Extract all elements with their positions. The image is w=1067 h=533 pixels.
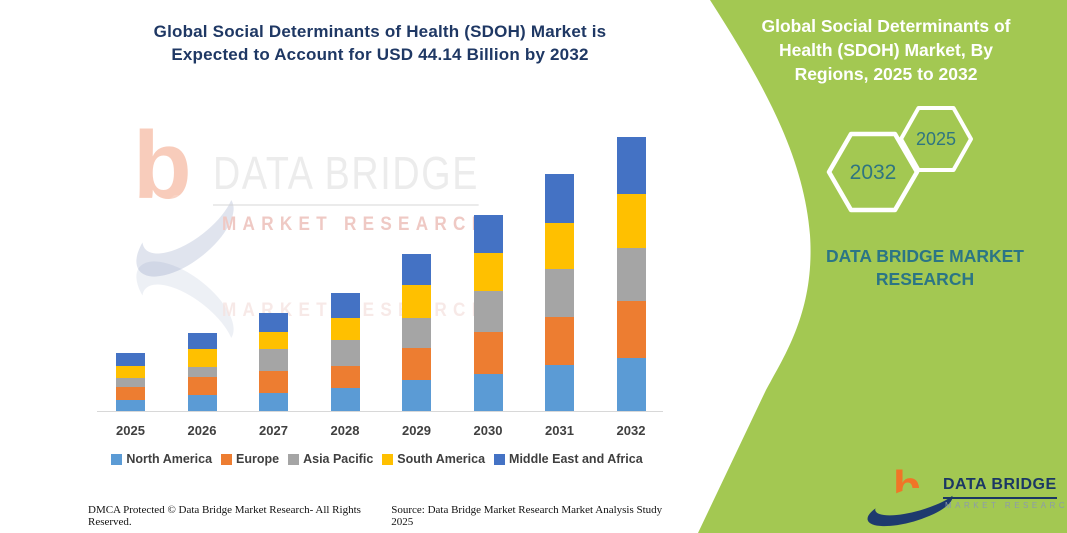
- bar-segment-north-america: [402, 380, 431, 411]
- legend-item-middle-east-and-africa: Middle East and Africa: [494, 452, 643, 466]
- bar-segment-middle-east-and-africa: [402, 254, 431, 286]
- bar-segment-north-america: [187, 395, 217, 411]
- bar-segment-south-america: [402, 285, 431, 318]
- page-title-line2: Expected to Account for USD 44.14 Billio…: [171, 45, 589, 64]
- bar-segment-asia-pacific: [330, 340, 360, 366]
- side-panel-title-line1: Global Social Determinants of: [761, 16, 1011, 36]
- legend-swatch-europe: [221, 453, 233, 465]
- year-label-2030: 2030: [473, 423, 503, 438]
- bar-segment-asia-pacific: [259, 349, 288, 372]
- legend-label-europe: Europe: [236, 452, 280, 466]
- year-label-2025: 2025: [116, 423, 145, 438]
- bar-segment-north-america: [330, 388, 360, 411]
- year-label-2031: 2031: [545, 423, 574, 438]
- page-title-line1: Global Social Determinants of Health (SD…: [153, 22, 607, 41]
- bar-segment-north-america: [116, 400, 145, 411]
- side-panel-brand-line1: DATA BRIDGE MARKET: [826, 246, 1024, 266]
- bar-segment-middle-east-and-africa: [116, 353, 145, 366]
- year-label-2026: 2026: [187, 423, 217, 438]
- bar-segment-europe: [545, 317, 574, 365]
- legend-label-middle-east-and-africa: Middle East and Africa: [509, 452, 643, 466]
- chart-legend: North America Europe Asia Pacific South Ame…: [80, 452, 674, 466]
- bar-segment-south-america: [259, 331, 288, 350]
- legend-item-europe: Europe: [221, 452, 279, 466]
- bar-segment-south-america: [473, 253, 503, 292]
- bar-segment-asia-pacific: [616, 248, 646, 302]
- bar-segment-asia-pacific: [116, 377, 145, 387]
- footer-source-text: Source: Data Bridge Market Research Mark…: [391, 504, 663, 528]
- legend-swatch-south-america: [382, 453, 394, 465]
- bar-segment-europe: [402, 347, 431, 381]
- bar-segment-middle-east-and-africa: [545, 174, 574, 224]
- green-panel-background: [698, 0, 1067, 533]
- bar-segment-europe: [259, 371, 288, 394]
- page-title: Global Social Determinants of Health (SD…: [110, 20, 650, 66]
- bar-segment-asia-pacific: [187, 366, 217, 378]
- bar-segment-europe: [187, 377, 217, 396]
- bar-segment-north-america: [473, 373, 503, 411]
- bar-segment-middle-east-and-africa: [616, 137, 646, 194]
- bar-2026: [187, 332, 217, 411]
- bar-segment-middle-east-and-africa: [187, 332, 217, 350]
- bar-segment-europe: [616, 301, 646, 359]
- side-panel-title-line2: Health (SDOH) Market, By: [779, 40, 993, 60]
- footer: DMCA Protected © Data Bridge Market Rese…: [88, 504, 672, 528]
- hexagon-2025-label: 2025: [915, 129, 957, 149]
- bar-chart-plot-area: [97, 130, 663, 412]
- hexagon-2025-icon: [899, 106, 973, 172]
- bar-segment-europe: [116, 386, 145, 400]
- bar-2031: [545, 174, 574, 411]
- legend-label-north-america: North America: [126, 452, 213, 466]
- legend-label-asia-pacific: Asia Pacific: [303, 452, 374, 466]
- side-panel-title: Global Social Determinants of Health (SD…: [742, 14, 1030, 86]
- legend-swatch-north-america: [111, 453, 123, 465]
- legend-swatch-asia-pacific: [288, 453, 300, 465]
- year-label-2029: 2029: [402, 423, 431, 438]
- databridge-logo: b DATA BRIDGE MARKET RESEARCH: [867, 464, 1067, 527]
- legend-item-north-america: North America: [111, 452, 212, 466]
- bar-segment-asia-pacific: [473, 291, 503, 332]
- hexagon-2032-label: 2032: [849, 161, 897, 184]
- bar-segment-europe: [330, 365, 360, 389]
- year-label-2032: 2032: [616, 423, 646, 438]
- bar-segment-europe: [473, 331, 503, 374]
- year-label-2028: 2028: [330, 423, 360, 438]
- bar-segment-north-america: [545, 364, 574, 411]
- side-panel-title-line3: Regions, 2025 to 2032: [794, 64, 978, 84]
- hexagon-2032-icon: [826, 131, 920, 213]
- bar-2028: [330, 293, 360, 411]
- legend-swatch-middle-east-and-africa: [494, 453, 506, 465]
- bar-segment-middle-east-and-africa: [330, 293, 360, 318]
- bar-segment-north-america: [616, 358, 646, 411]
- bar-segment-asia-pacific: [402, 317, 431, 348]
- bar-segment-south-america: [616, 193, 646, 249]
- logo-brand-text: DATA BRIDGE: [943, 476, 1057, 499]
- bar-segment-asia-pacific: [545, 269, 574, 318]
- bar-segment-south-america: [545, 223, 574, 270]
- side-panel-brand-text: DATA BRIDGE MARKET RESEARCH: [795, 245, 1055, 291]
- footer-dmca-text: DMCA Protected © Data Bridge Market Rese…: [88, 504, 361, 528]
- bar-segment-middle-east-and-africa: [473, 214, 503, 254]
- x-axis-labels: 2025 2026 2027 2028 2029 2030 2031 2032: [97, 423, 663, 441]
- year-label-2027: 2027: [259, 423, 288, 438]
- legend-item-asia-pacific: Asia Pacific: [288, 452, 373, 466]
- bar-segment-south-america: [116, 365, 145, 378]
- bar-segment-south-america: [187, 349, 217, 367]
- bar-2025: [116, 353, 145, 411]
- bar-2030: [473, 214, 503, 411]
- legend-label-south-america: South America: [397, 452, 486, 466]
- logo-sub-text: MARKET RESEARCH: [945, 501, 1067, 510]
- bar-2032: [616, 137, 646, 411]
- legend-item-south-america: South America: [382, 452, 485, 466]
- logo-swoosh-icon: [867, 488, 958, 527]
- bar-segment-middle-east-and-africa: [259, 312, 288, 332]
- bar-2027: [259, 312, 288, 411]
- bar-segment-north-america: [259, 393, 288, 411]
- bar-2029: [402, 254, 431, 411]
- bar-segment-south-america: [330, 317, 360, 341]
- side-panel-brand-line2: RESEARCH: [875, 269, 975, 289]
